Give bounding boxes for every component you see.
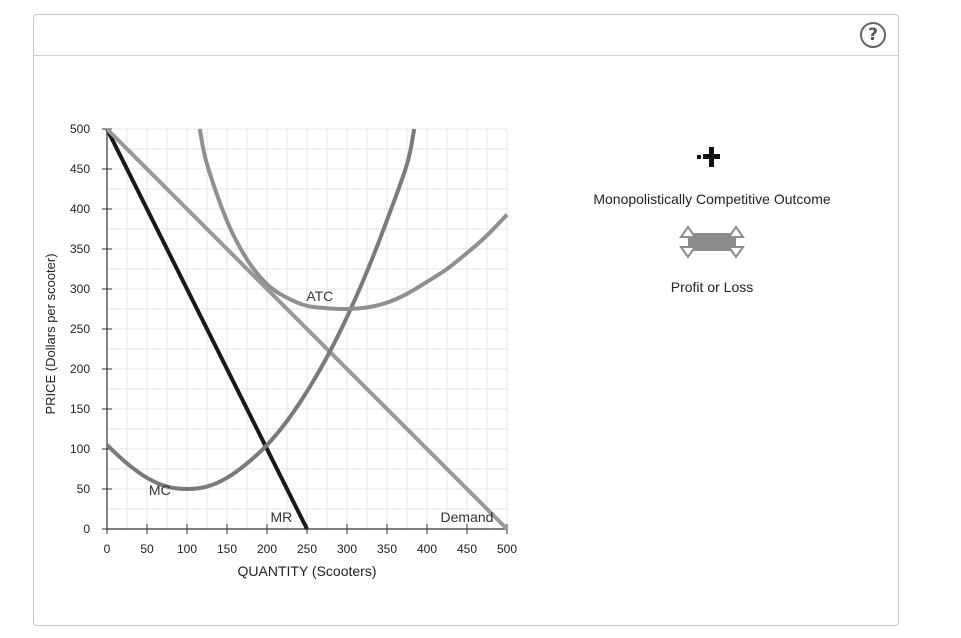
y-tick-label: 150 [70, 402, 90, 416]
curve-demand [105, 127, 509, 531]
x-tick-label: 0 [104, 542, 111, 556]
question-mark-icon: ? [868, 25, 878, 45]
x-tick-label: 400 [417, 542, 437, 556]
y-tick-label: 0 [83, 522, 90, 536]
panel-header: ? [34, 15, 898, 56]
y-tick-label: 250 [70, 322, 90, 336]
curve-atc [197, 128, 509, 312]
x-tick-label: 100 [177, 542, 197, 556]
question-panel: ? [33, 14, 899, 626]
x-tick-label: 200 [257, 542, 277, 556]
help-button[interactable]: ? [860, 22, 886, 48]
y-tick-label: 100 [70, 442, 90, 456]
y-tick-label: 300 [70, 282, 90, 296]
curve-mc [105, 128, 417, 492]
y-tick-label: 200 [70, 362, 90, 376]
x-tick-label: 150 [217, 542, 237, 556]
y-tick-label: 350 [70, 242, 90, 256]
x-tick-label: 250 [297, 542, 317, 556]
curve-label-mc: MC [149, 482, 171, 498]
x-tick-label: 500 [497, 542, 517, 556]
y-tick-label: 400 [70, 202, 90, 216]
x-tick-label: 300 [337, 542, 357, 556]
y-tick-label: 450 [70, 162, 90, 176]
y-tick-label: 50 [77, 482, 91, 496]
x-tick-label: 450 [457, 542, 477, 556]
shaded-rectangle-icon[interactable] [678, 225, 746, 259]
tool-label-profit-loss[interactable]: Profit or Loss [670, 279, 754, 295]
y-tick-label: 500 [70, 122, 90, 136]
curve-mr [105, 128, 309, 530]
y-axis-label: PRICE (Dollars per scooter) [43, 253, 58, 414]
tool-label-outcome[interactable]: Monopolistically Competitive Outcome [593, 191, 831, 207]
x-tick-label: 350 [377, 542, 397, 556]
curve-label-mr: MR [271, 509, 293, 525]
x-tick-label: 50 [140, 542, 154, 556]
curve-label-demand: Demand [441, 509, 494, 525]
crosshair-plus-icon[interactable] [693, 145, 723, 171]
x-axis-label: QUANTITY (Scooters) [238, 563, 377, 579]
curve-label-atc: ATC [306, 288, 333, 304]
